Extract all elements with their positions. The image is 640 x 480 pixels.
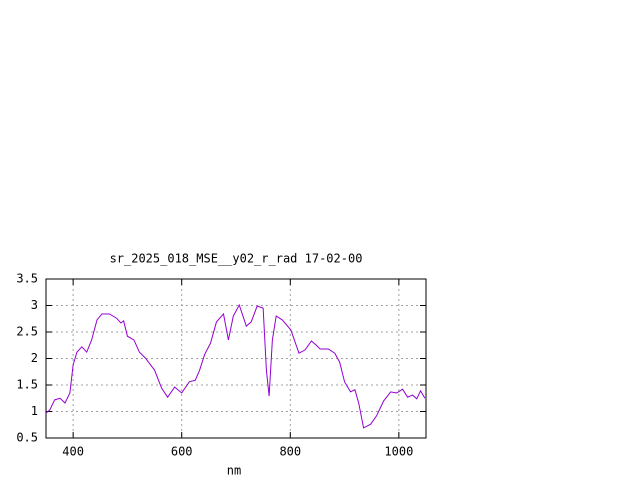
y-tick-label: 3 xyxy=(31,298,38,312)
y-tick-label: 1.5 xyxy=(16,378,38,392)
x-axis-label: nm xyxy=(227,464,241,478)
y-tick-label: 0.5 xyxy=(16,431,38,445)
y-tick-label: 2 xyxy=(31,351,38,365)
x-tick-label: 800 xyxy=(279,445,301,459)
plot-border xyxy=(45,278,427,439)
x-tick-label: 1000 xyxy=(384,445,413,459)
y-tick-label: 3.5 xyxy=(16,272,38,286)
y-tick-label: 1 xyxy=(31,404,38,418)
x-tick-label: 400 xyxy=(62,445,84,459)
x-tick-label: 600 xyxy=(171,445,193,459)
y-tick-label: 2.5 xyxy=(16,325,38,339)
data-line xyxy=(45,303,426,429)
chart-title: sr_2025_018_MSE__y02_r_rad 17-02-00 xyxy=(110,252,363,266)
